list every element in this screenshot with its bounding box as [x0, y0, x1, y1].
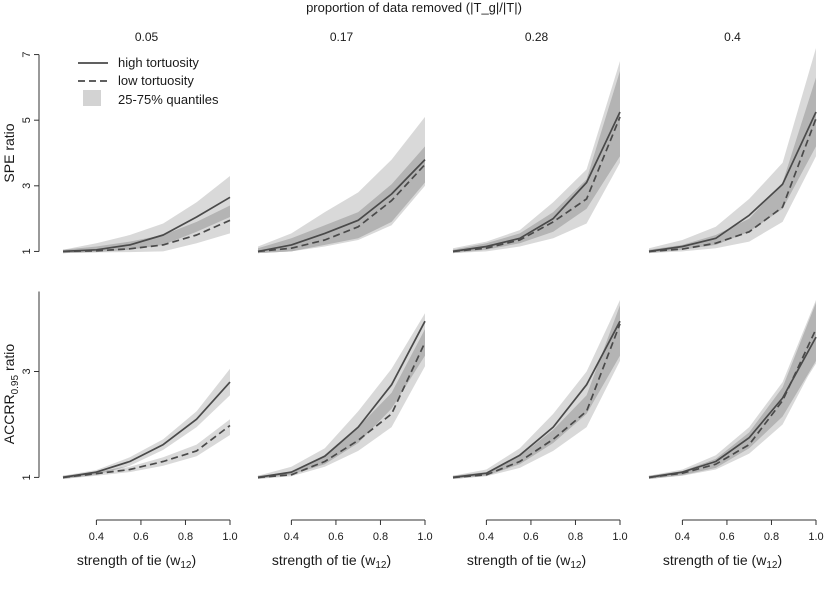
panel-r2-c3 [452, 300, 621, 479]
series-line-low-tortuosity [452, 116, 621, 253]
band-overlap [453, 305, 620, 479]
y-tick-label: 7 [21, 52, 33, 58]
legend-band-swatch [83, 90, 101, 106]
x-tick-label: 1.0 [612, 531, 627, 543]
series-line-high-tortuosity [452, 111, 621, 253]
series-line-high-tortuosity [257, 159, 426, 253]
band-overlap [258, 329, 425, 479]
panel-r2-c2 [257, 313, 426, 479]
legend-low-label: low tortuosity [118, 73, 194, 88]
x-axis-label: strength of tie (w12) [272, 552, 391, 571]
x-label-main: strength of tie (w [467, 552, 571, 568]
series-line-high-tortuosity [648, 111, 817, 253]
x-tick-label: 1.0 [417, 531, 432, 543]
legend-band-label: 25-75% quantiles [118, 92, 219, 107]
x-tick-label: 0.4 [479, 531, 494, 543]
x-tick-label: 0.4 [675, 531, 690, 543]
x-axis-c4: 0.4 0.6 0.8 1.0 strength of tie (w12) [663, 519, 824, 571]
band-overlap [649, 77, 816, 254]
figure-title: proportion of data removed (|T_g|/|T|) [306, 0, 522, 15]
panel-title: 0.4 [724, 30, 741, 44]
band-low-quantiles [63, 419, 230, 479]
y-tick-label: 3 [21, 368, 33, 374]
panel-r1-c4: 0.4 [648, 30, 817, 254]
y-tick-label: 5 [21, 117, 33, 123]
y-tick-label: 3 [21, 183, 33, 189]
band-low-quantiles [258, 146, 425, 254]
legend-high-label: high tortuosity [118, 55, 199, 70]
x-tick-label: 0.8 [373, 531, 388, 543]
panel-r2-c1 [62, 368, 231, 479]
y-axis-row-1: 1 3 5 7 SPE ratio [1, 52, 40, 255]
x-label-sub: 12 [375, 560, 387, 571]
y-label-main: ACCRR [1, 394, 17, 444]
panel-r1-c2: 0.17 [257, 30, 426, 254]
series-line-low-tortuosity [648, 328, 817, 479]
series-line-high-tortuosity [62, 381, 231, 479]
x-tick-label: 0.4 [89, 531, 104, 543]
x-axis-c3: 0.4 0.6 0.8 1.0 strength of tie (w12) [467, 519, 628, 571]
x-tick-label: 0.8 [568, 531, 583, 543]
y-label-tail: ratio [1, 344, 17, 375]
x-label-main: strength of tie (w [663, 552, 767, 568]
series-line-low-tortuosity [257, 163, 426, 253]
band-high-quantiles [63, 368, 230, 479]
panel-title: 0.17 [330, 30, 354, 44]
x-tick-label: 0.6 [133, 531, 148, 543]
y-axis-label-row-1: SPE ratio [1, 123, 17, 182]
x-tick-label: 1.0 [222, 531, 237, 543]
x-label-close: ) [386, 552, 391, 568]
band-overlap [63, 205, 230, 254]
x-tick-label: 1.0 [808, 531, 823, 543]
x-label-sub: 12 [180, 560, 192, 571]
series-line-high-tortuosity [257, 320, 426, 479]
y-label-sub: 0.95 [10, 375, 21, 395]
band-high-quantiles [649, 48, 816, 254]
y-tick-label: 1 [21, 248, 33, 254]
x-axis-label: strength of tie (w12) [77, 552, 196, 571]
series-line-low-tortuosity [452, 323, 621, 479]
series-line-high-tortuosity [452, 320, 621, 479]
band-low-quantiles [258, 329, 425, 479]
x-tick-label: 0.6 [328, 531, 343, 543]
band-low-quantiles [63, 205, 230, 254]
y-label-main: SPE ratio [1, 123, 17, 182]
x-tick-label: 0.8 [178, 531, 193, 543]
y-axis-label-row-2: ACCRR0.95 ratio [1, 344, 21, 445]
band-overlap [453, 71, 620, 254]
x-tick-label: 0.6 [523, 531, 538, 543]
band-overlap [649, 302, 816, 479]
x-label-sub: 12 [766, 560, 778, 571]
series-line-low-tortuosity [62, 219, 231, 253]
x-label-main: strength of tie (w [77, 552, 181, 568]
panel-title: 0.28 [525, 30, 549, 44]
x-axis-label: strength of tie (w12) [663, 552, 782, 571]
y-tick-label: 1 [21, 474, 33, 480]
legend: high tortuosity low tortuosity 25-75% qu… [78, 55, 219, 107]
series-line-low-tortuosity [648, 118, 817, 253]
x-axis-label: strength of tie (w12) [467, 552, 586, 571]
x-tick-label: 0.4 [284, 531, 299, 543]
x-label-close: ) [191, 552, 196, 568]
x-tick-label: 0.6 [719, 531, 734, 543]
x-tick-label: 0.8 [764, 531, 779, 543]
panel-r2-c4 [648, 300, 817, 479]
panel-r1-c1: 0.05 [62, 30, 231, 254]
series-line-low-tortuosity [257, 342, 426, 479]
panel-title: 0.05 [135, 30, 159, 44]
x-axis-c2: 0.4 0.6 0.8 1.0 strength of tie (w12) [272, 519, 433, 571]
panel-r1-c3: 0.28 [452, 30, 621, 254]
x-label-close: ) [777, 552, 782, 568]
x-axis-c1: 0.4 0.6 0.8 1.0 strength of tie (w12) [77, 519, 238, 571]
x-label-sub: 12 [570, 560, 582, 571]
x-label-close: ) [581, 552, 586, 568]
x-label-main: strength of tie (w [272, 552, 376, 568]
series-line-low-tortuosity [62, 424, 231, 479]
